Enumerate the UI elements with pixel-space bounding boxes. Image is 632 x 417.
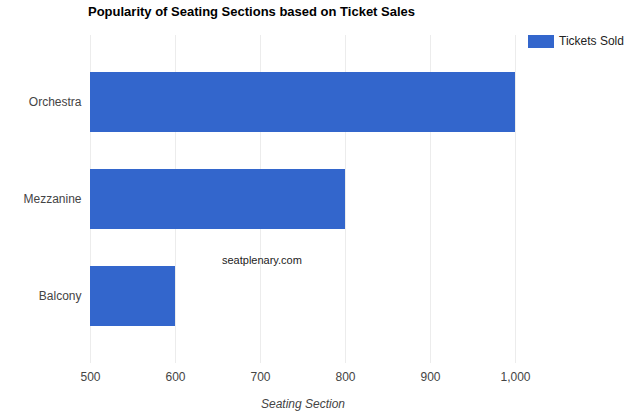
html-text:Popularity of Seating Sections: Popularity of Seating Sections based on … bbox=[88, 4, 415, 19]
svg-text:600: 600 bbox=[165, 370, 185, 384]
svg-text:700: 700 bbox=[250, 370, 270, 384]
svg-text:Orchestra: Orchestra bbox=[29, 95, 82, 109]
svg-text:500: 500 bbox=[80, 370, 100, 384]
svg-text:Balcony: Balcony bbox=[39, 289, 82, 303]
html-text:seatplenary.com: seatplenary.com bbox=[222, 254, 302, 266]
html-text:Tickets Sold: Tickets Sold bbox=[559, 34, 624, 48]
svg-text:Mezzanine: Mezzanine bbox=[23, 192, 81, 206]
svg-text:900: 900 bbox=[420, 370, 440, 384]
svg-text:1,000: 1,000 bbox=[500, 370, 530, 384]
svg-text:800: 800 bbox=[335, 370, 355, 384]
svg-text:Seating Section: Seating Section bbox=[261, 397, 345, 411]
